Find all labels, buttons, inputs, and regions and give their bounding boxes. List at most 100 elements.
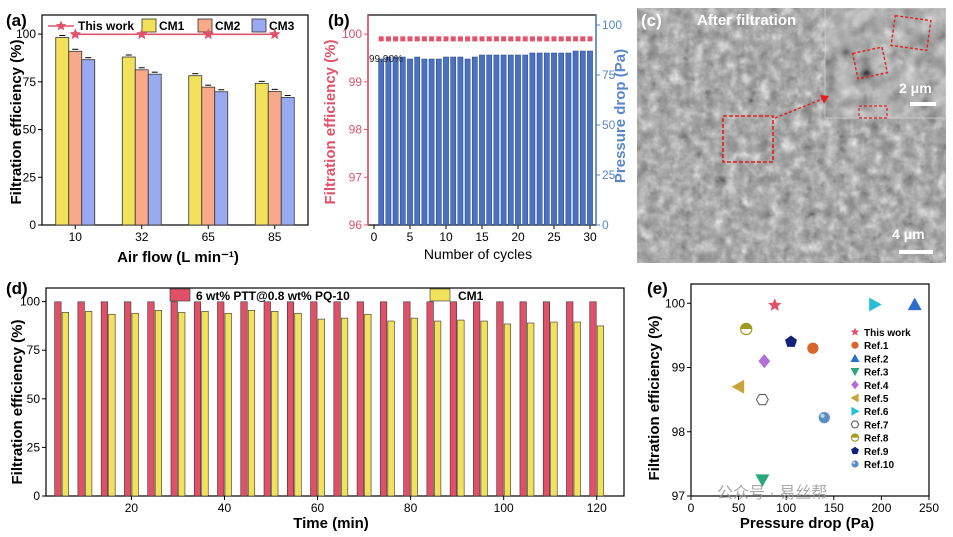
x-tick-label-d: 80 [404,501,418,515]
bar-pressure-drop [399,56,406,226]
legend-label-ref-5: Ref.5 [864,394,889,405]
highlight-box-main [722,115,774,163]
bar-pressure-drop [565,52,572,226]
legend-marker-this-work [55,20,67,31]
point-efficiency [479,36,485,42]
bar-pressure-drop [543,52,550,226]
y-tick-label-b-right: 50 [602,118,616,132]
point-ref-6 [869,297,882,312]
point-efficiency [580,36,586,42]
bar-ptt-pq10 [100,301,108,497]
y-tick-label-a: 0 [29,218,36,232]
bar-pressure-drop [587,50,593,226]
legend-label-ref-6: Ref.6 [864,407,889,418]
y-tick-label-e: 99 [672,361,686,375]
bar-pressure-drop [486,54,493,226]
y-tick-label-e: 100 [665,296,685,310]
bar-cm2 [267,90,282,226]
bar-cm1 [178,311,186,497]
bar-cm1 [596,325,605,497]
x-tick-label-e: 0 [688,501,695,515]
y-axis-label-b-right: Pressure drop (Pa) [612,49,629,183]
legend-label-ref-8: Ref.8 [864,434,889,445]
series-point-this-work [202,28,214,40]
bar-ptt-pq10 [426,301,434,497]
bar-cm1 [224,312,232,497]
point-efficiency [457,36,463,42]
bar-pressure-drop [479,54,485,226]
bar-ptt-pq10 [449,301,457,497]
bar-pressure-drop [464,58,471,226]
point-efficiency [421,36,427,42]
bar-cm3 [214,91,229,226]
point-ref-1 [807,342,819,354]
bar-pressure-drop [407,58,413,226]
x-axis-label-a: Air flow (L min⁻¹) [117,249,239,266]
y-tick-label-b-right: 25 [602,168,616,182]
bar-cm1 [480,320,488,497]
bar-cm1 [55,37,70,226]
bar-cm1 [154,310,162,497]
bar-pressure-drop [414,56,421,226]
legend-swatch-cm1 [429,288,451,302]
legend-marker-ref-8 [850,433,860,442]
point-ref-7 [755,394,769,406]
bar-cm3 [147,73,162,226]
bar-pressure-drop [457,56,464,226]
bar-ptt-pq10 [217,301,225,497]
legend-marker-ref-4 [851,380,859,390]
y-axis-label-a: Filtration efficiency (%) [8,39,25,204]
bar-pressure-drop [522,54,529,226]
point-efficiency [529,36,535,42]
annotation-b: 99.90% [369,54,403,65]
legend-marker-this-work [850,327,860,336]
chart-b: (b) 96 97 98 99 100 0 25 50 75 100 0 5 10 15 20 25 30 99… [322,11,629,262]
y-tick-label-b-left: 100 [342,27,362,41]
y-tick-label-a: 50 [23,123,37,137]
bar-cm1 [410,317,418,497]
sem-title: After filtration [697,12,797,29]
point-efficiency [587,36,593,42]
panel-letter-d: (d) [6,279,28,298]
legend-label-cm2: CM2 [215,19,241,33]
bar-pressure-drop [558,52,565,226]
legend-label-ptt-pq10: 6 wt% PTT@0.8 wt% PQ-10 [196,289,350,303]
legend-swatch-ptt-pq10 [169,288,191,302]
x-tick-label-a: 85 [268,230,282,244]
bar-cm2 [201,86,216,226]
legend-marker-ref-3 [850,368,860,377]
y-tick-label-d: 25 [27,440,41,454]
series-point-this-work [69,28,81,40]
x-tick-label-b: 0 [371,230,378,244]
x-tick-label-b: 25 [547,230,561,244]
plot-frame-e [690,283,930,497]
bar-cm1 [387,320,395,497]
x-axis-label-e: Pressure drop (Pa) [740,515,874,532]
legend-marker-ref-10 [851,460,859,468]
chart-e: (e) 97 98 99 100 0 50 100 150 200 250 This work Re… [646,279,939,532]
point-efficiency [414,36,420,42]
legend-label-ref-9: Ref.9 [864,447,889,458]
bar-ptt-pq10 [380,301,388,497]
bar-cm1 [201,311,209,497]
point-efficiency [501,36,507,42]
x-axis-label-b: Number of cycles [424,246,532,262]
legend-label-cm3: CM3 [269,19,295,33]
legend-label-ref-3: Ref.3 [864,368,889,379]
bar-pressure-drop [579,50,586,226]
bar-pressure-drop [471,56,478,226]
legend-marker-ref-7 [850,420,860,429]
y-tick-label-b-left: 98 [349,123,363,137]
x-tick-label-e: 100 [776,501,796,515]
y-tick-label-d: 50 [27,392,41,406]
y-tick-label-b-right: 0 [602,218,609,232]
bar-cm1 [364,313,372,497]
point-ref-5 [731,379,745,394]
bar-pressure-drop [421,58,428,226]
x-tick-label-e: 250 [919,501,939,515]
scale-label-inset: 2 μm [899,80,932,96]
bar-cm3 [81,59,96,226]
series-point-this-work [136,28,148,40]
bar-ptt-pq10 [519,301,527,497]
bar-pressure-drop [493,54,500,226]
